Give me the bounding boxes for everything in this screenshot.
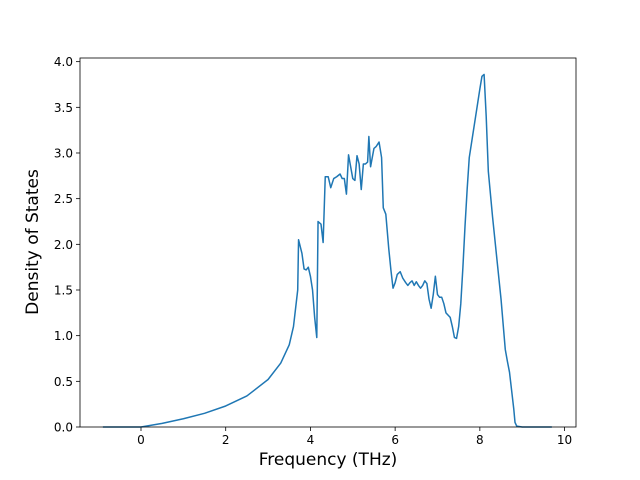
y-tick-label: 3.5 (54, 101, 73, 115)
y-tick-label: 1.5 (54, 283, 73, 297)
y-tick-label: 1.0 (54, 329, 73, 343)
x-tick-label: 4 (307, 433, 315, 447)
y-tick-label: 3.0 (54, 146, 73, 160)
y-tick-label: 2.0 (54, 238, 73, 252)
y-tick-label: 0.0 (54, 421, 73, 435)
plot-frame (79, 57, 577, 428)
x-tick-label: 2 (222, 433, 230, 447)
y-tick-label: 0.5 (54, 375, 73, 389)
x-tick-label: 10 (557, 433, 572, 447)
x-tick-label: 8 (476, 433, 484, 447)
y-axis-label: Density of States (23, 169, 43, 315)
line (102, 73, 552, 428)
y-tick-label: 4.0 (54, 55, 73, 69)
y-tick-label: 2.5 (54, 192, 73, 206)
x-tick-label: 6 (391, 433, 399, 447)
x-axis-label: Frequency (THz) (259, 450, 398, 470)
x-tick-label: 0 (137, 433, 145, 447)
